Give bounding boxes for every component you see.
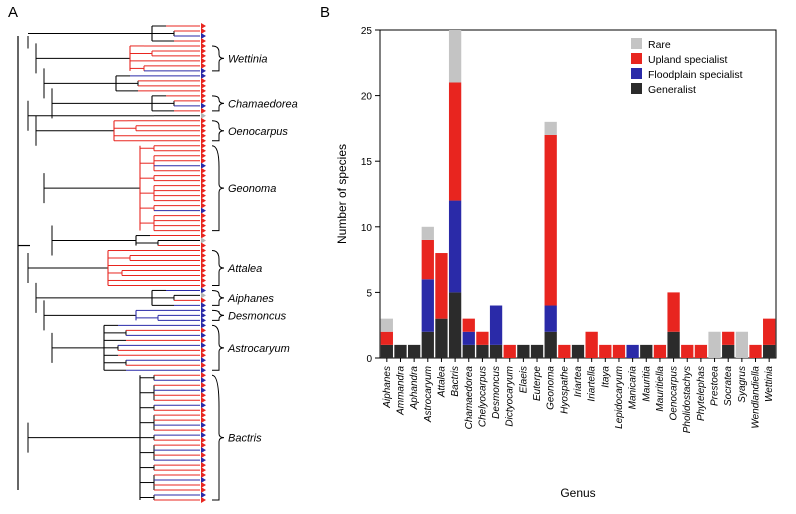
- svg-text:Bactris: Bactris: [450, 366, 461, 397]
- svg-text:25: 25: [361, 26, 373, 37]
- svg-text:Ammandra: Ammandra: [395, 366, 406, 416]
- svg-text:Geonoma: Geonoma: [228, 183, 276, 195]
- svg-text:Dictyocaryum: Dictyocaryum: [505, 366, 516, 427]
- svg-text:Prestoea: Prestoea: [710, 366, 721, 406]
- svg-text:Mauritiella: Mauritiella: [655, 366, 666, 412]
- svg-text:Genus: Genus: [560, 486, 595, 500]
- svg-text:Desmoncus: Desmoncus: [228, 310, 287, 322]
- svg-text:Astrocaryum: Astrocaryum: [423, 366, 434, 423]
- svg-text:Iriartella: Iriartella: [587, 366, 598, 402]
- svg-text:Euterpe: Euterpe: [532, 366, 543, 401]
- svg-text:5: 5: [366, 288, 372, 299]
- svg-text:Geonoma: Geonoma: [546, 366, 557, 410]
- svg-text:Hyospathe: Hyospathe: [559, 366, 570, 414]
- svg-text:Elaeis: Elaeis: [518, 366, 529, 393]
- svg-text:10: 10: [361, 223, 373, 234]
- svg-text:Iriartea: Iriartea: [573, 366, 584, 398]
- svg-text:Manicaria: Manicaria: [628, 366, 639, 410]
- phylogeny-tree: Wettinia Chamaedorea Oenocarpus Geonoma Atta…: [10, 18, 310, 503]
- svg-text:Desmoncus: Desmoncus: [491, 366, 502, 419]
- svg-text:Aiphanes: Aiphanes: [382, 366, 393, 409]
- svg-text:Wettinia: Wettinia: [764, 366, 775, 402]
- svg-text:0: 0: [366, 354, 372, 365]
- svg-text:Chamaedorea: Chamaedorea: [228, 98, 298, 110]
- svg-text:Itaya: Itaya: [600, 366, 611, 388]
- svg-text:Aphandra: Aphandra: [409, 366, 420, 411]
- svg-text:Floodplain specialist: Floodplain specialist: [648, 69, 743, 81]
- svg-text:Number of species: Number of species: [335, 144, 349, 244]
- svg-text:Astrocaryum: Astrocaryum: [227, 343, 290, 355]
- svg-text:Attalea: Attalea: [227, 263, 262, 275]
- svg-text:15: 15: [361, 157, 373, 168]
- bar-chart: 0 5 10 15 20 25 Number of species Genus Aiphanes…: [328, 10, 788, 505]
- svg-text:Phytelephas: Phytelephas: [696, 366, 707, 421]
- svg-text:Chamaedorea: Chamaedorea: [464, 366, 475, 430]
- svg-text:Upland specialist: Upland specialist: [648, 54, 727, 66]
- svg-text:Oenocarpus: Oenocarpus: [669, 366, 680, 420]
- svg-text:Rare: Rare: [648, 39, 671, 51]
- svg-text:Attalea: Attalea: [436, 366, 447, 399]
- svg-text:Wettinia: Wettinia: [228, 53, 268, 65]
- svg-text:Chelyocarpus: Chelyocarpus: [477, 366, 488, 427]
- svg-text:Oenocarpus: Oenocarpus: [228, 126, 288, 138]
- svg-text:Generalist: Generalist: [648, 84, 696, 96]
- tree-svg: Wettinia Chamaedorea Oenocarpus Geonoma Atta…: [10, 18, 310, 508]
- svg-text:Pholidostachys: Pholidostachys: [682, 366, 693, 433]
- svg-text:Mauritia: Mauritia: [641, 366, 652, 402]
- svg-text:Bactris: Bactris: [228, 433, 262, 445]
- svg-text:20: 20: [361, 92, 373, 103]
- svg-text:Socratea: Socratea: [723, 366, 734, 406]
- figure-container: A B WettiniaChamaedoreaOenocarpusGeonoma…: [0, 0, 796, 514]
- svg-text:Syagrus: Syagrus: [737, 366, 748, 403]
- svg-text:Wendlandiella: Wendlandiella: [751, 366, 762, 429]
- svg-text:Lepidocaryum: Lepidocaryum: [614, 366, 625, 429]
- svg-text:Aiphanes: Aiphanes: [227, 293, 274, 305]
- chart-svg: 0 5 10 15 20 25 Number of species Genus Aiphanes…: [328, 10, 788, 505]
